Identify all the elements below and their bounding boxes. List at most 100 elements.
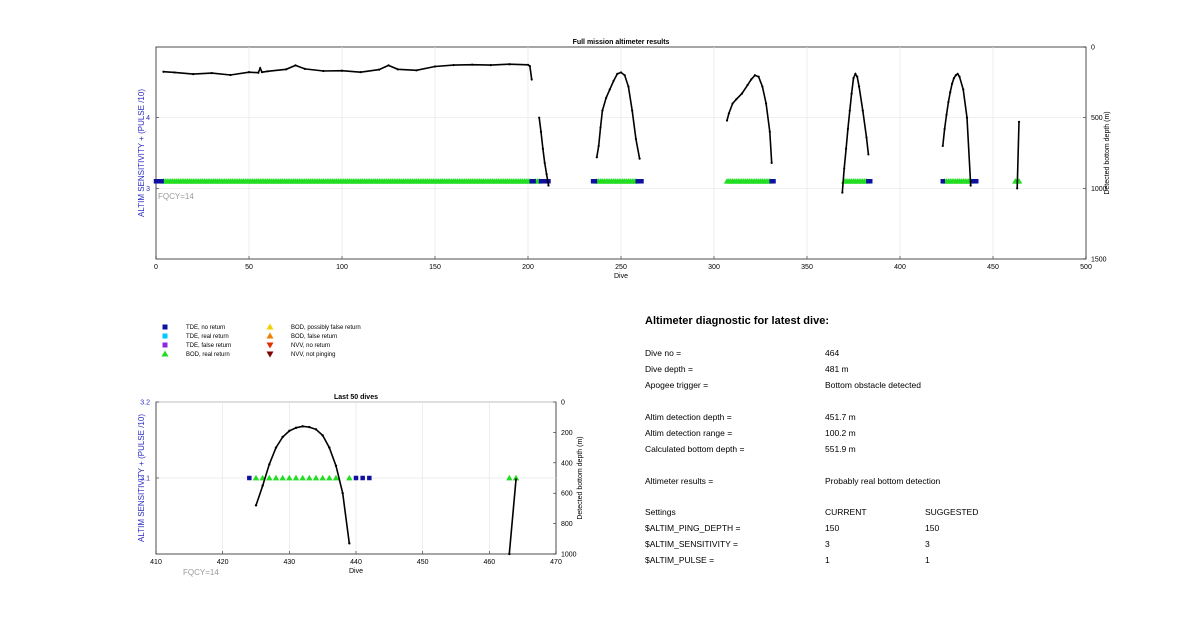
bottom-depth-point <box>947 101 950 104</box>
legend-square-icon <box>162 333 168 339</box>
fqcy-annotation: FQCY=14 <box>183 568 219 577</box>
legend-item: TDE, false return <box>162 342 231 349</box>
tde-no-return-marker <box>247 475 252 481</box>
bod-real-return-marker <box>312 474 320 481</box>
bottom-depth-point <box>597 144 600 148</box>
bottom-depth-point <box>850 92 853 95</box>
bottom-depth-point <box>415 69 418 72</box>
bottom-depth-point <box>1016 187 1019 190</box>
x-tick-label: 50 <box>245 264 253 271</box>
bottom-depth-point <box>595 156 598 159</box>
tde-no-return-marker <box>353 475 359 481</box>
legend-label: TDE, false return <box>186 343 231 349</box>
bottom-depth-line <box>508 479 517 555</box>
legend-label: NVV, not pinging <box>291 352 335 358</box>
bottom-depth-point <box>631 109 634 112</box>
legend-label: TDE, no return <box>186 325 225 331</box>
bottom-depth-point <box>433 65 437 68</box>
y-right-axis-label: Detected bottom depth (m) <box>1104 111 1111 194</box>
bottom-depth-point <box>608 88 611 91</box>
y-right-tick-label: 200 <box>561 430 573 437</box>
detection-range-value: 100.2 m <box>825 428 856 438</box>
legend-square-icon <box>162 342 168 348</box>
dive-no-label: Dive no = <box>645 348 682 358</box>
calculated-depth-value: 551.9 m <box>825 444 856 454</box>
bottom-depth-point <box>956 72 959 75</box>
bottom-depth-point <box>958 75 961 78</box>
bottom-depth-point <box>616 72 619 75</box>
legend-triangle-up-icon <box>161 350 169 357</box>
bod-real-return-marker <box>279 474 286 481</box>
x-tick-label: 400 <box>894 264 906 271</box>
y-left-axis-label: ALTIM SENSITIVITY + (PULSE /10) <box>137 414 146 542</box>
bottom-depth-point <box>192 73 195 76</box>
bottom-depth-point <box>541 147 544 150</box>
legend-item: TDE, no return <box>162 324 225 331</box>
bod-real-return-marker <box>292 474 300 481</box>
tde-no-return-marker <box>360 475 365 481</box>
pulse-current: 1 <box>825 555 830 565</box>
bottom-depth-point <box>867 153 870 156</box>
last-50-dives-chart: 410 420 430 440 450 460 470 3.1 3.2 0 200 400 600 800… <box>137 394 584 577</box>
y-right-tick-label: 0 <box>1091 45 1095 52</box>
bod-real-return-marker <box>319 474 326 481</box>
x-tick-label: 470 <box>550 559 562 566</box>
x-tick-label: 0 <box>154 264 158 271</box>
bottom-depth-point <box>378 68 381 71</box>
bottom-depth-point <box>861 109 864 112</box>
apogee-trigger-value: Bottom obstacle detected <box>825 380 921 390</box>
bottom-depth-point <box>387 64 390 67</box>
bottom-depth-point <box>965 116 969 119</box>
ping-depth-label: $ALTIM_PING_DEPTH = <box>645 523 741 533</box>
bottom-depth-point <box>854 72 857 75</box>
bottom-depth-line <box>1016 121 1020 189</box>
bottom-depth-point <box>528 64 531 68</box>
y-right-tick-label: 1000 <box>1091 186 1107 193</box>
bottom-depth-point <box>969 184 972 187</box>
bottom-depth-point <box>856 75 859 78</box>
bottom-depth-point <box>294 426 298 430</box>
bottom-depth-point <box>943 127 946 131</box>
bottom-depth-point <box>530 78 533 81</box>
bottom-depth-point <box>764 102 768 105</box>
tde-no-return-marker <box>159 179 164 184</box>
dive-depth-label: Dive depth = <box>645 364 693 374</box>
suggested-header: SUGGESTED <box>925 507 979 517</box>
bottom-depth-point <box>768 130 771 133</box>
bottom-depth-point <box>508 63 511 66</box>
bottom-depth-point <box>348 542 351 545</box>
bottom-depth-point <box>740 92 744 95</box>
bottom-depth-point <box>526 63 530 66</box>
bottom-depth-point <box>288 429 291 433</box>
altimeter-results-label: Altimeter results = <box>645 476 714 486</box>
tde-no-return-marker <box>771 179 776 184</box>
bottom-depth-point <box>340 69 344 72</box>
bottom-depth-point <box>538 116 541 119</box>
tde-no-return-marker <box>639 179 644 184</box>
x-tick-label: 430 <box>283 559 295 566</box>
y-right-tick-label: 800 <box>561 521 573 528</box>
x-tick-label: 350 <box>801 264 813 271</box>
y-right-axis-label: Detected bottom depth (m) <box>577 436 584 519</box>
bottom-depth-point <box>954 74 957 77</box>
legend-item: NVV, not pinging <box>266 351 335 358</box>
bottom-depth-point <box>545 173 548 176</box>
bottom-depth-point <box>268 463 271 466</box>
bottom-depth-point <box>162 70 165 73</box>
x-tick-label: 150 <box>429 264 441 271</box>
chart-title: Last 50 dives <box>334 394 378 401</box>
bottom-depth-point <box>865 136 868 139</box>
bottom-depth-point <box>601 109 604 112</box>
bottom-depth-point <box>941 144 944 148</box>
x-tick-label: 460 <box>483 559 495 566</box>
bottom-depth-point <box>735 98 738 101</box>
settings-header: Settings <box>645 507 676 517</box>
bottom-depth-point <box>341 492 344 495</box>
bottom-depth-point <box>770 161 773 164</box>
bottom-depth-point <box>634 137 637 140</box>
x-tick-label: 450 <box>417 559 429 566</box>
bottom-depth-point <box>952 76 956 80</box>
dive-depth-value: 481 m <box>825 364 849 374</box>
legend-triangle-up-icon <box>266 323 274 330</box>
